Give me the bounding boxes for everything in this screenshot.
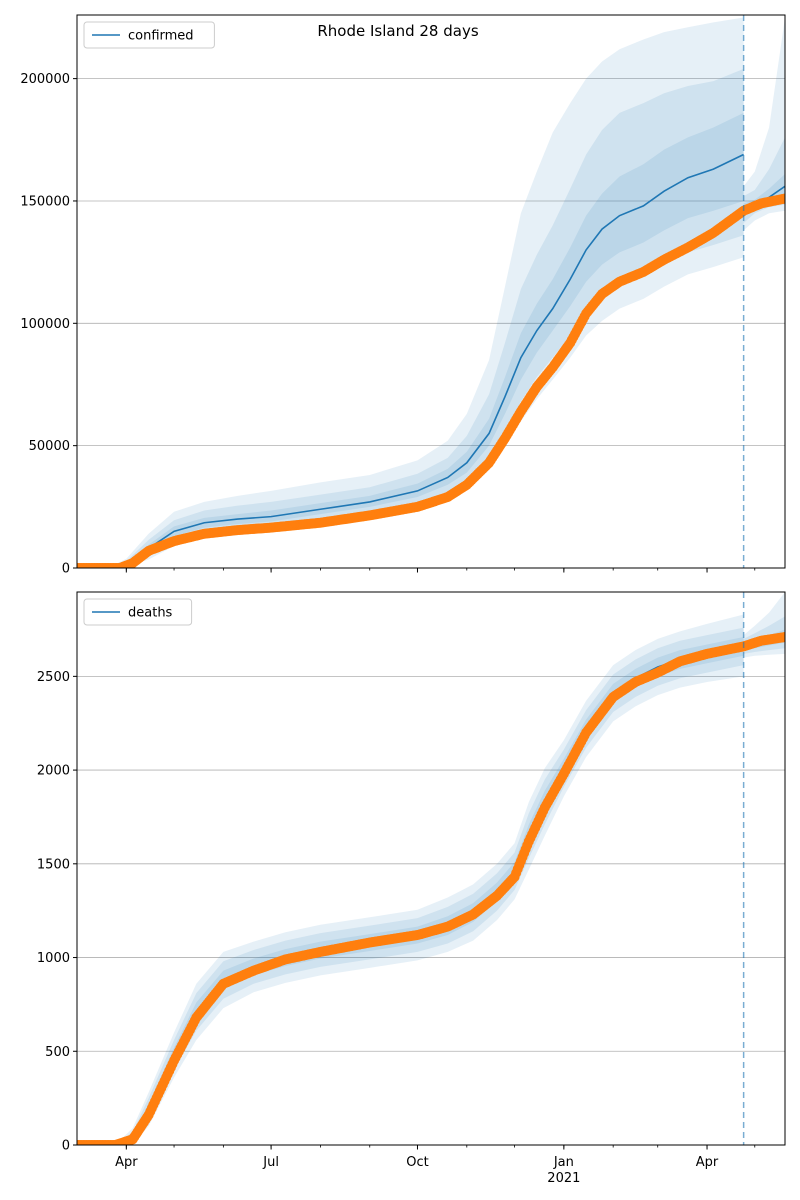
deaths-plot-area bbox=[77, 592, 785, 1145]
confirmed-observed-point bbox=[780, 193, 785, 204]
deaths-ytick-label-3: 1500 bbox=[37, 857, 70, 872]
deaths-ytick-label-5: 2500 bbox=[37, 670, 70, 685]
confirmed-ytick-label-0: 0 bbox=[62, 562, 70, 577]
deaths-ytick-label-1: 500 bbox=[45, 1045, 70, 1060]
deaths-legend-label: deaths bbox=[128, 606, 173, 621]
deaths-xtick-sublabel-3: 2021 bbox=[547, 1171, 580, 1186]
confirmed-legend-box bbox=[83, 21, 215, 49]
deaths-observed-points bbox=[77, 631, 785, 1145]
deaths-xtick-label-4: Apr bbox=[696, 1155, 719, 1170]
confirmed-panel: 0 50000 100000 150000 200000 confirmed bbox=[20, 14, 786, 577]
deaths-ytick-label-4: 2000 bbox=[37, 764, 70, 779]
deaths-ytick-label-0: 0 bbox=[62, 1139, 70, 1154]
confirmed-observed-points bbox=[77, 193, 785, 568]
confirmed-model-band-95 bbox=[77, 17, 744, 568]
confirmed-plot-area bbox=[77, 17, 785, 568]
deaths-ytick-label-2: 1000 bbox=[37, 951, 70, 966]
confirmed-ytick-label-2: 100000 bbox=[20, 317, 70, 332]
confirmed-axes-frame bbox=[76, 14, 786, 569]
confirmed-legend: confirmed bbox=[83, 21, 215, 49]
confirmed-ytick-label-3: 150000 bbox=[20, 194, 70, 209]
confirmed-forecast-band-95 bbox=[743, 17, 785, 231]
confirmed-model-band-50 bbox=[77, 112, 744, 568]
figure-title: Rhode Island 28 days bbox=[317, 22, 478, 40]
deaths-legend: deaths bbox=[83, 598, 193, 626]
confirmed-ytick-label-4: 200000 bbox=[20, 72, 70, 87]
confirmed-ytick-label-1: 50000 bbox=[29, 439, 70, 454]
deaths-xtick-label-2: Oct bbox=[406, 1155, 428, 1170]
deaths-xtick-label-3: Jan bbox=[553, 1155, 574, 1170]
deaths-xtick-label-0: Apr bbox=[115, 1155, 138, 1170]
deaths-axes-frame bbox=[76, 591, 786, 1146]
confirmed-model-band-80 bbox=[77, 68, 744, 568]
deaths-legend-box bbox=[83, 598, 193, 626]
confirmed-model-median-line bbox=[77, 153, 744, 568]
confirmed-legend-label: confirmed bbox=[128, 29, 194, 44]
deaths-observed-point bbox=[780, 631, 785, 642]
deaths-xtick-label-1: Jul bbox=[262, 1155, 279, 1170]
